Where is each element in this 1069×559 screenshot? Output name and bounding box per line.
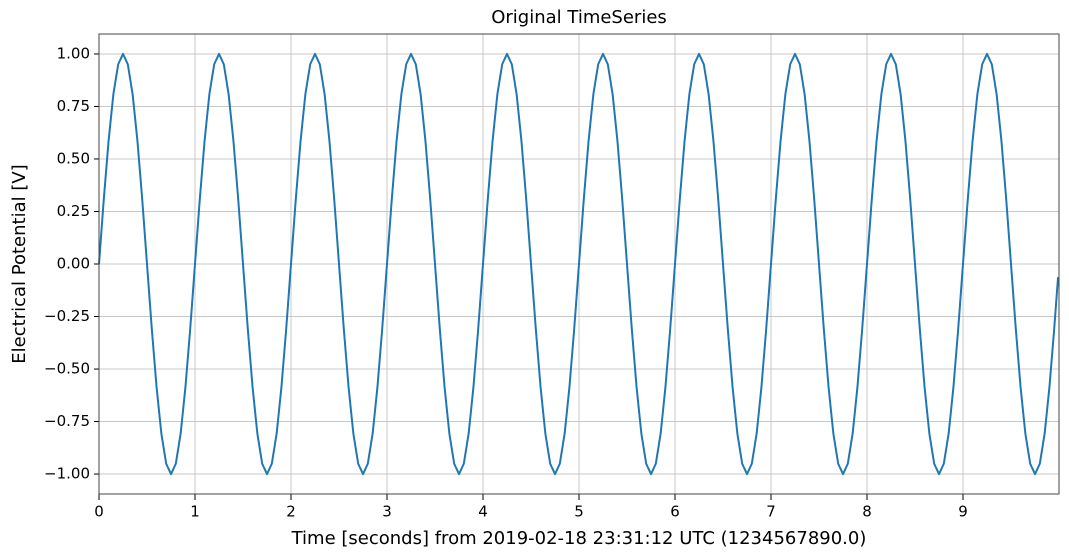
x-tick-label: 2 (286, 503, 296, 521)
y-tick-label: 0.25 (57, 202, 90, 220)
x-tick-label: 4 (478, 503, 488, 521)
plot-frame (98, 33, 1060, 495)
x-tick-label: 9 (958, 503, 968, 521)
x-tick-label: 6 (670, 503, 680, 521)
chart-title: Original TimeSeries (491, 7, 667, 28)
y-tick-label: 0.75 (57, 97, 90, 115)
x-tick-label: 0 (94, 503, 104, 521)
y-tick-label: −1.00 (44, 465, 90, 483)
x-tick-label: 3 (382, 503, 392, 521)
y-tick-label: 1.00 (57, 44, 90, 62)
y-tick-label: −0.50 (44, 360, 90, 378)
y-tick-label: 0.50 (57, 149, 90, 167)
x-tick-label: 1 (190, 503, 200, 521)
x-axis-label: Time [seconds] from 2019-02-18 23:31:12 … (291, 528, 867, 549)
x-tick-label: 7 (766, 503, 776, 521)
y-tick-label: 0.00 (57, 255, 90, 273)
y-axis-label: Electrical Potential [V] (9, 164, 30, 363)
x-tick-label: 8 (862, 503, 872, 521)
x-tick-label: 5 (574, 503, 584, 521)
y-tick-label: −0.25 (44, 307, 90, 325)
y-tick-label: −0.75 (44, 412, 90, 430)
plot-area: −1.00 −0.75 −0.50 −0.25 0.00 0.25 0.50 0.75 1.00… (44, 33, 1060, 521)
line-series (98, 52, 1060, 476)
